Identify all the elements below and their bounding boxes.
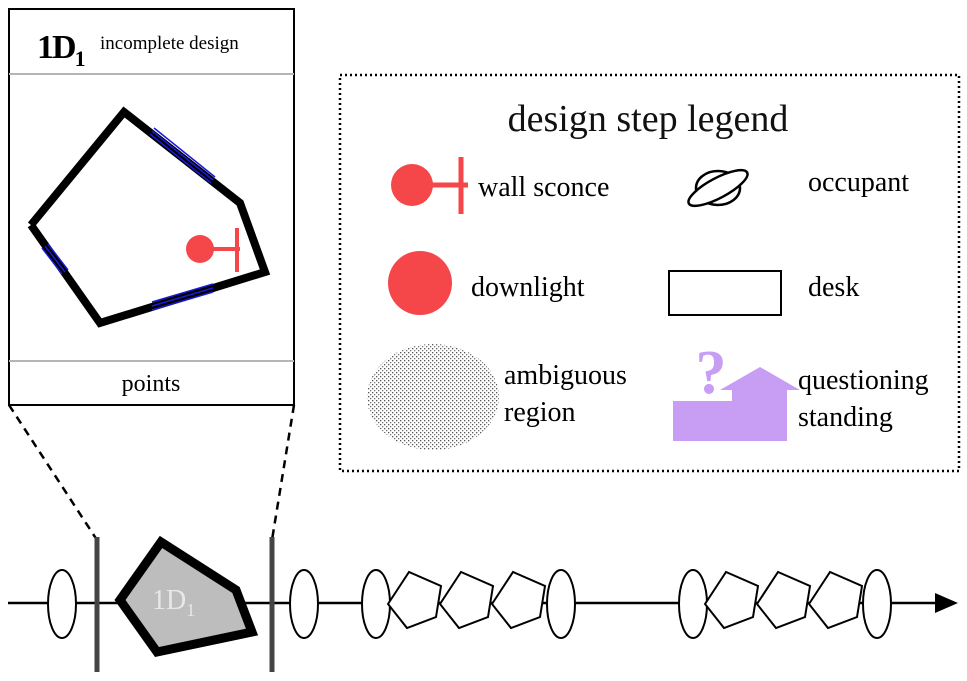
downlight-icon bbox=[388, 251, 452, 315]
transition-ellipse bbox=[546, 569, 576, 639]
design-step-1d1: 1D1 bbox=[114, 535, 259, 658]
point-pentagon bbox=[438, 570, 495, 630]
inset-title-caption: incomplete design bbox=[100, 33, 239, 54]
legend-label-ambiguous: ambiguous bbox=[504, 360, 627, 391]
callout-line-right bbox=[270, 404, 296, 541]
point-pentagons-group-2 bbox=[703, 570, 864, 630]
legend-title: design step legend bbox=[508, 98, 789, 140]
questioning-standing-icon: ? bbox=[673, 339, 800, 441]
legend-label-downlight: downlight bbox=[471, 272, 585, 303]
transition-ellipse bbox=[862, 569, 892, 639]
transition-ellipse bbox=[47, 569, 77, 639]
window-upper bbox=[149, 127, 216, 184]
floor-plan-walls bbox=[27, 106, 271, 328]
legend-label-occupant: occupant bbox=[808, 167, 909, 198]
point-pentagon bbox=[755, 570, 812, 630]
transition-ellipse bbox=[289, 569, 319, 639]
point-pentagon bbox=[703, 570, 760, 630]
occupant-icon bbox=[687, 168, 749, 208]
window-bottom bbox=[151, 283, 214, 311]
floor-plan bbox=[27, 106, 271, 328]
timeline: 1D1 bbox=[8, 535, 958, 672]
wall-sconce-symbol-plan bbox=[186, 228, 240, 272]
callout-line-left bbox=[7, 404, 99, 541]
legend-label-wall-sconce: wall sconce bbox=[478, 172, 609, 203]
window-left bbox=[41, 243, 69, 275]
inset-panel: 1D1 incomplete design bbox=[8, 8, 295, 406]
inset-title: 1D1 bbox=[37, 29, 86, 71]
legend-label-questioning: questioning bbox=[798, 365, 929, 396]
point-pentagon bbox=[490, 570, 547, 630]
desk-icon bbox=[668, 270, 782, 316]
wall-sconce-icon bbox=[391, 157, 468, 214]
legend-label-region: region bbox=[504, 397, 576, 428]
legend-label-desk: desk bbox=[808, 272, 859, 303]
transition-ellipse bbox=[361, 569, 391, 639]
design-step-label: 1D1 bbox=[152, 585, 195, 620]
timeline-arrowhead bbox=[935, 593, 958, 613]
inset-footer-label: points bbox=[122, 371, 181, 397]
point-pentagons-group-1 bbox=[386, 570, 547, 630]
transition-ellipse bbox=[678, 569, 708, 639]
transition-markers bbox=[47, 569, 892, 639]
legend-label-standing: standing bbox=[798, 402, 893, 433]
question-mark-glyph: ? bbox=[696, 339, 727, 407]
point-pentagon bbox=[807, 570, 864, 630]
legend-panel: design step legend wall sconce occupant … bbox=[338, 73, 961, 473]
ambiguous-region-icon bbox=[367, 344, 499, 450]
point-pentagon bbox=[386, 570, 443, 630]
inset-frame bbox=[8, 8, 295, 406]
